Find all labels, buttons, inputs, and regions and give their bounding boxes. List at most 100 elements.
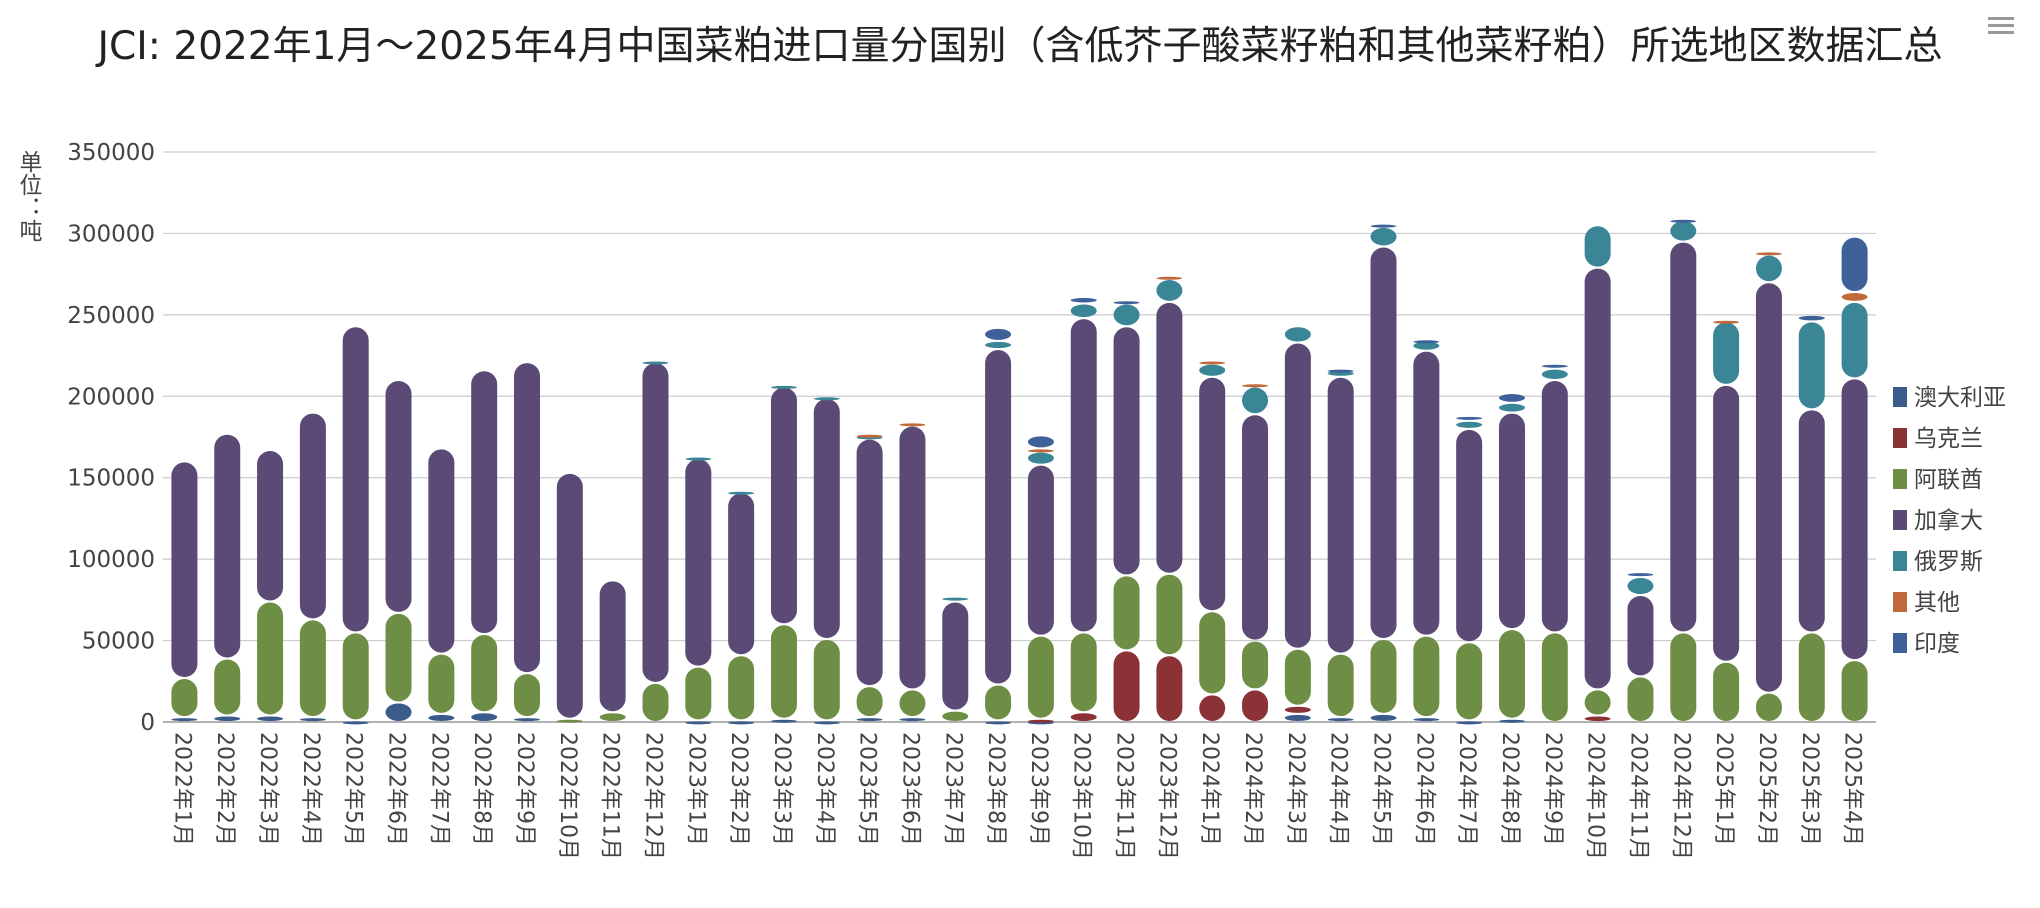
bar-segment xyxy=(1541,633,1568,721)
bar-segment xyxy=(1327,718,1354,722)
bar-segment xyxy=(514,674,541,717)
bar-segment xyxy=(1627,578,1654,594)
bar-segment xyxy=(171,718,198,722)
legend-swatch xyxy=(1893,633,1907,653)
bar-segment xyxy=(471,371,498,634)
bar-segment xyxy=(1242,384,1269,388)
x-tick-label: 2025年1月 xyxy=(1711,732,1736,846)
bar-segment xyxy=(1670,633,1697,721)
x-tick-label: 2023年10月 xyxy=(1069,732,1094,860)
x-tick-label: 2024年2月 xyxy=(1240,732,1265,846)
legend-item[interactable]: 阿联酋 xyxy=(1914,467,1983,493)
legend-swatch xyxy=(1893,428,1907,448)
bar-segment xyxy=(1456,721,1483,725)
bar-segment xyxy=(856,434,883,438)
x-tick-label: 2022年10月 xyxy=(555,732,580,860)
legend-item[interactable]: 乌克兰 xyxy=(1914,426,1983,452)
bar-segment xyxy=(1156,302,1183,573)
bar-segment xyxy=(685,459,712,666)
bar-segment xyxy=(728,493,755,655)
legend-item[interactable]: 其他 xyxy=(1914,590,1960,616)
bar-segment xyxy=(1199,377,1226,611)
bar-segment xyxy=(1541,369,1568,379)
bar-segment xyxy=(1370,639,1397,713)
bar-segment xyxy=(1027,636,1054,718)
x-tick-label: 2024年1月 xyxy=(1197,732,1222,846)
bar-segment xyxy=(685,457,712,461)
bar-segment xyxy=(556,719,583,723)
bar-segment xyxy=(1327,377,1354,653)
bar-segment xyxy=(685,721,712,725)
bar-segment xyxy=(1199,364,1226,376)
y-tick-label: 200000 xyxy=(67,384,155,410)
x-tick-label: 2024年11月 xyxy=(1625,732,1650,860)
bar-segment xyxy=(1199,361,1226,365)
bar-segment xyxy=(1284,343,1311,648)
bar-segment xyxy=(342,721,369,725)
x-tick-label: 2024年8月 xyxy=(1497,732,1522,846)
bar-segment xyxy=(428,449,455,653)
bar-segment xyxy=(1841,661,1868,721)
bar-segment xyxy=(1456,429,1483,642)
x-tick-label: 2022年12月 xyxy=(640,732,665,860)
bar-segment xyxy=(899,426,926,689)
legend-swatch xyxy=(1893,551,1907,571)
bar-segment xyxy=(1456,416,1483,420)
bar-segment xyxy=(1413,351,1440,635)
y-tick-label: 150000 xyxy=(67,466,155,492)
bar-segment xyxy=(813,721,840,725)
legend-item[interactable]: 印度 xyxy=(1914,631,1960,657)
bar-segment xyxy=(770,625,797,718)
bar-segment xyxy=(1670,219,1697,223)
bar-segment xyxy=(899,718,926,722)
bar-segment xyxy=(1670,242,1697,632)
bar-segment xyxy=(1413,636,1440,717)
bar-segment xyxy=(1627,595,1654,676)
bar-segment xyxy=(1284,706,1311,713)
y-tick-label: 300000 xyxy=(67,221,155,247)
bar-segment xyxy=(1113,304,1140,326)
bar-segment xyxy=(299,620,326,717)
bar-segment xyxy=(599,713,626,721)
hamburger-menu-icon[interactable] xyxy=(1988,14,2014,36)
bar-segment xyxy=(1113,651,1140,721)
x-tick-label: 2023年8月 xyxy=(983,732,1008,846)
bar-segment xyxy=(642,363,669,682)
bar-segment xyxy=(1413,340,1440,344)
bar-segment xyxy=(342,633,369,720)
bar-segment xyxy=(813,639,840,720)
legend-item[interactable]: 澳大利亚 xyxy=(1914,385,2006,411)
x-tick-label: 2023年6月 xyxy=(897,732,922,846)
bar-segment xyxy=(1841,379,1868,660)
bar-segment xyxy=(1413,341,1440,350)
bar-segment xyxy=(299,413,326,619)
x-tick-label: 2024年7月 xyxy=(1454,732,1479,846)
legend-item[interactable]: 加拿大 xyxy=(1914,507,1983,534)
x-tick-label: 2024年10月 xyxy=(1583,732,1608,860)
bar-segment xyxy=(257,451,284,601)
x-tick-label: 2022年6月 xyxy=(384,732,409,846)
bar-segment xyxy=(1284,714,1311,721)
bar-segment xyxy=(1027,436,1054,448)
bar-segment xyxy=(1027,452,1054,464)
bar-segment xyxy=(728,721,755,725)
bar-segment xyxy=(1841,293,1868,301)
bar-segment xyxy=(1541,364,1568,368)
bar-segment xyxy=(1070,633,1097,712)
bar-segment xyxy=(514,718,541,722)
bar-segment xyxy=(214,659,241,715)
bar-segment xyxy=(1070,304,1097,318)
bar-segment xyxy=(1541,381,1568,632)
bar-segment xyxy=(257,602,284,715)
bar-segment xyxy=(1113,576,1140,650)
x-tick-label: 2024年4月 xyxy=(1326,732,1351,846)
bar-segment xyxy=(642,683,669,721)
bar-segment xyxy=(342,327,369,632)
bar-segment xyxy=(1199,612,1226,694)
x-tick-label: 2024年3月 xyxy=(1283,732,1308,846)
x-tick-label: 2023年12月 xyxy=(1154,732,1179,860)
bar-segment xyxy=(985,685,1012,720)
legend-item[interactable]: 俄罗斯 xyxy=(1914,549,1983,575)
x-tick-label: 2022年8月 xyxy=(469,732,494,846)
bar-segment xyxy=(813,398,840,638)
